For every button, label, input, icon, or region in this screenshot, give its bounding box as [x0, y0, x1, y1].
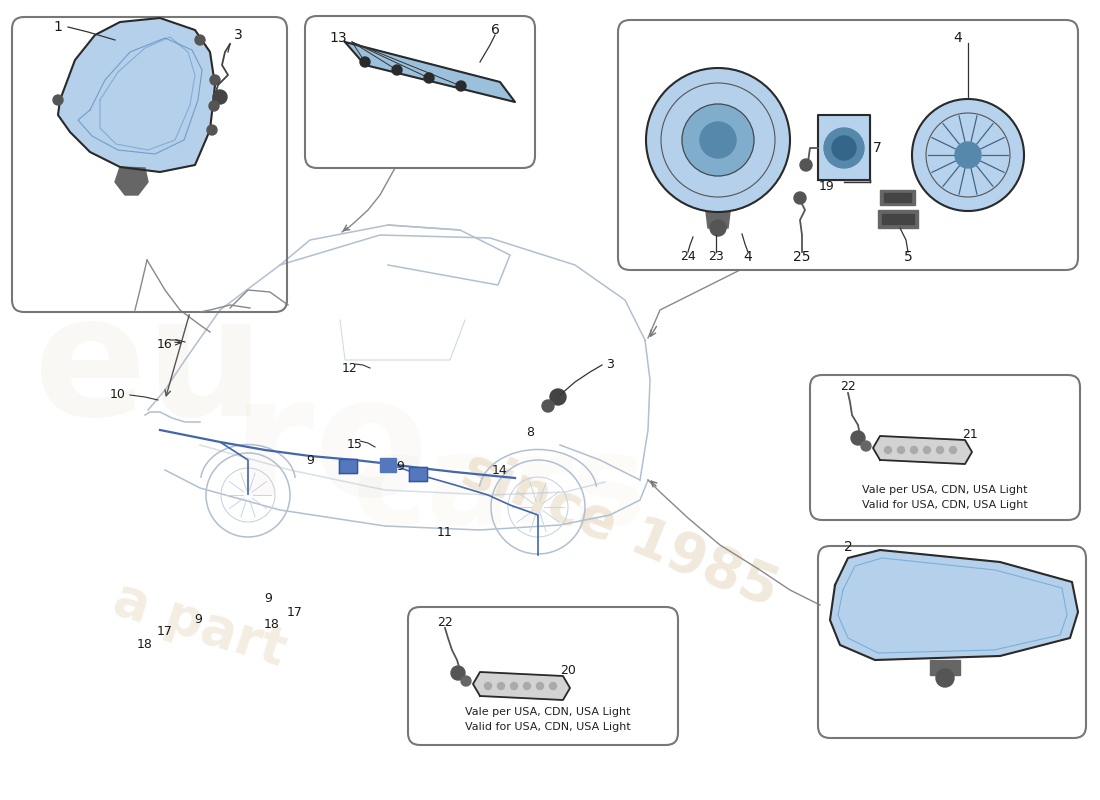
Circle shape: [824, 128, 864, 168]
Circle shape: [832, 136, 856, 160]
Text: 22: 22: [840, 381, 856, 394]
Text: 6: 6: [491, 23, 499, 37]
Circle shape: [461, 676, 471, 686]
Circle shape: [861, 441, 871, 451]
Polygon shape: [878, 210, 918, 228]
Text: 3: 3: [606, 358, 614, 371]
Text: 4: 4: [954, 31, 962, 45]
Text: 9: 9: [264, 591, 272, 605]
Text: 12: 12: [342, 362, 358, 374]
Text: 22: 22: [437, 615, 453, 629]
Text: 9: 9: [306, 454, 313, 466]
Circle shape: [213, 90, 227, 104]
Circle shape: [912, 99, 1024, 211]
Text: 10: 10: [110, 389, 125, 402]
Circle shape: [710, 220, 726, 236]
Polygon shape: [339, 459, 358, 473]
Polygon shape: [345, 42, 515, 102]
Circle shape: [936, 446, 944, 454]
Text: Vale per USA, CDN, USA Light: Vale per USA, CDN, USA Light: [862, 485, 1027, 495]
Circle shape: [800, 159, 812, 171]
Polygon shape: [818, 115, 870, 180]
Polygon shape: [409, 467, 427, 481]
Polygon shape: [116, 167, 148, 195]
Text: 25: 25: [793, 250, 811, 264]
Text: eu: eu: [34, 289, 266, 451]
Polygon shape: [58, 18, 214, 172]
Text: 9: 9: [396, 461, 404, 474]
Text: 20: 20: [560, 663, 576, 677]
Text: 17: 17: [157, 625, 173, 638]
Text: 21: 21: [962, 427, 978, 441]
Circle shape: [484, 682, 492, 690]
Circle shape: [207, 125, 217, 135]
Circle shape: [682, 104, 754, 176]
Polygon shape: [930, 660, 960, 675]
Text: 17: 17: [287, 606, 303, 618]
Text: Vale per USA, CDN, USA Light: Vale per USA, CDN, USA Light: [465, 707, 630, 717]
Text: 16: 16: [157, 338, 173, 351]
Text: 2: 2: [844, 540, 852, 554]
Text: since 1985: since 1985: [454, 442, 785, 618]
Circle shape: [392, 65, 402, 75]
Polygon shape: [473, 672, 570, 700]
Circle shape: [646, 68, 790, 212]
Circle shape: [53, 95, 63, 105]
Circle shape: [456, 81, 466, 91]
Circle shape: [360, 57, 370, 67]
Circle shape: [542, 400, 554, 412]
Circle shape: [955, 142, 981, 168]
Circle shape: [210, 75, 220, 85]
Text: 1: 1: [54, 20, 63, 34]
Text: ro: ro: [232, 369, 428, 531]
Text: 23: 23: [708, 250, 724, 263]
Circle shape: [550, 682, 557, 690]
Text: 5: 5: [903, 250, 912, 264]
Text: 14: 14: [492, 463, 508, 477]
Polygon shape: [880, 190, 915, 205]
Text: 18: 18: [138, 638, 153, 651]
Circle shape: [424, 73, 434, 83]
Polygon shape: [873, 436, 972, 464]
Polygon shape: [706, 212, 730, 228]
Text: 24: 24: [680, 250, 696, 263]
Polygon shape: [830, 550, 1078, 660]
Circle shape: [851, 431, 865, 445]
Text: 3: 3: [233, 28, 242, 42]
Text: cars: cars: [353, 430, 647, 550]
Text: 4: 4: [744, 250, 752, 264]
Text: 15: 15: [348, 438, 363, 450]
Circle shape: [949, 446, 957, 454]
Text: Valid for USA, CDN, USA Light: Valid for USA, CDN, USA Light: [862, 500, 1027, 510]
Polygon shape: [882, 214, 914, 224]
Text: 8: 8: [526, 426, 534, 438]
Circle shape: [497, 682, 505, 690]
Text: Valid for USA, CDN, USA Light: Valid for USA, CDN, USA Light: [465, 722, 631, 732]
Circle shape: [911, 446, 917, 454]
Circle shape: [209, 101, 219, 111]
Text: 18: 18: [264, 618, 279, 631]
Circle shape: [451, 666, 465, 680]
Text: 19: 19: [820, 181, 835, 194]
Circle shape: [898, 446, 904, 454]
Circle shape: [195, 35, 205, 45]
Text: 9: 9: [194, 613, 202, 626]
Polygon shape: [379, 458, 396, 472]
Circle shape: [510, 682, 517, 690]
Circle shape: [924, 446, 931, 454]
Circle shape: [794, 192, 806, 204]
Circle shape: [524, 682, 530, 690]
Text: a part: a part: [107, 573, 293, 678]
Circle shape: [550, 389, 566, 405]
Circle shape: [936, 669, 954, 687]
Text: 13: 13: [329, 31, 346, 45]
Circle shape: [700, 122, 736, 158]
Text: 7: 7: [872, 141, 881, 155]
Circle shape: [884, 446, 891, 454]
Text: 11: 11: [437, 526, 453, 538]
Polygon shape: [884, 193, 911, 202]
Circle shape: [537, 682, 543, 690]
